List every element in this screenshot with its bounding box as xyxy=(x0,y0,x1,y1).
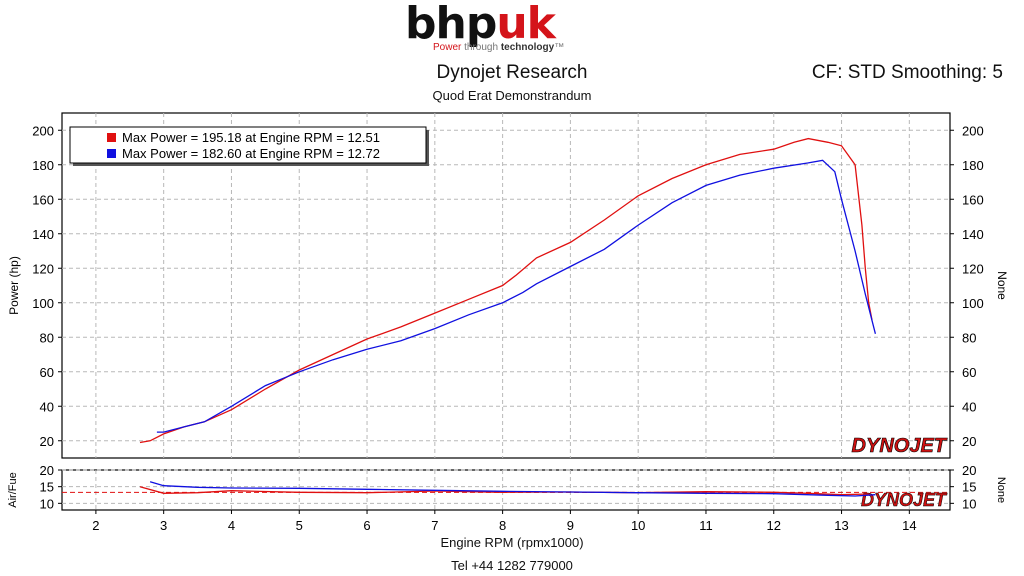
af-tick-label-right: 20 xyxy=(962,463,976,478)
x-tick-label: 4 xyxy=(228,518,235,533)
power-tick-label-right: 80 xyxy=(962,330,976,345)
x-tick-label: 6 xyxy=(363,518,370,533)
af-series-line-2 xyxy=(149,481,876,497)
x-tick-label: 2 xyxy=(92,518,99,533)
x-tick-label: 13 xyxy=(834,518,848,533)
af-tick-label-right: 10 xyxy=(962,496,976,511)
x-tick-label: 8 xyxy=(499,518,506,533)
x-tick-label: 3 xyxy=(160,518,167,533)
legend-box xyxy=(69,126,427,164)
chart-subtitle: Quod Erat Demonstrandum xyxy=(432,88,592,103)
legend-swatch-2 xyxy=(107,149,116,158)
power-tick-label-left: 120 xyxy=(32,261,54,276)
power-series-line-2 xyxy=(156,159,877,433)
af-tick-label-right: 15 xyxy=(962,480,976,495)
correction-factor-label: CF: STD Smoothing: 5 xyxy=(811,62,1003,83)
power-tick-label-left: 140 xyxy=(32,227,54,242)
power-tick-label-left: 20 xyxy=(40,434,54,449)
power-tick-label-right: 100 xyxy=(962,296,984,311)
x-tick-label: 10 xyxy=(631,518,645,533)
x-tick-label: 5 xyxy=(296,518,303,533)
power-tick-label-right: 160 xyxy=(962,192,984,207)
dynojet-watermark-small: DYNOJET xyxy=(861,490,948,510)
legend-swatch-1 xyxy=(107,133,116,142)
power-tick-label-right: 180 xyxy=(962,158,984,173)
chart-title: Dynojet Research xyxy=(436,62,588,83)
footer-phone: Tel +44 1282 779000 xyxy=(451,558,573,573)
power-tick-label-right: 140 xyxy=(962,227,984,242)
bhpuk-logo: bhpuk Power through technology™ xyxy=(405,0,625,56)
power-tick-label-right: 20 xyxy=(962,434,976,449)
power-plot-frame xyxy=(61,112,951,459)
power-y-axis-label: Power (hp) xyxy=(7,256,21,315)
x-tick-label: 14 xyxy=(902,518,916,533)
power-tick-label-right: 40 xyxy=(962,399,976,414)
power-tick-label-left: 180 xyxy=(32,158,54,173)
x-tick-label: 11 xyxy=(699,518,713,533)
af-tick-label-left: 10 xyxy=(40,496,54,511)
af-series-line-1 xyxy=(139,486,869,496)
x-tick-label: 9 xyxy=(567,518,574,533)
logo-tagline: Power through technology™ xyxy=(433,42,565,53)
power-tick-label-left: 160 xyxy=(32,192,54,207)
af-tick-label-left: 20 xyxy=(40,463,54,478)
logo-wordmark: bhpuk xyxy=(405,0,556,49)
power-tick-label-left: 40 xyxy=(40,399,54,414)
legend-entry-2: Max Power = 182.60 at Engine RPM = 12.72 xyxy=(122,146,380,161)
power-series-line-1 xyxy=(139,137,873,444)
af-y-axis-label-right: None xyxy=(995,477,1007,503)
x-tick-label: 7 xyxy=(431,518,438,533)
x-axis-label: Engine RPM (rpmx1000) xyxy=(440,535,584,550)
x-tick-label: 12 xyxy=(767,518,781,533)
power-tick-label-left: 80 xyxy=(40,330,54,345)
power-tick-label-right: 60 xyxy=(962,365,976,380)
legend-entry-1: Max Power = 195.18 at Engine RPM = 12.51 xyxy=(122,130,380,145)
power-tick-label-right: 200 xyxy=(962,123,984,138)
power-tick-label-left: 200 xyxy=(32,123,54,138)
power-tick-label-right: 120 xyxy=(962,261,984,276)
power-tick-label-left: 60 xyxy=(40,365,54,380)
af-y-axis-label: Air/Fue xyxy=(7,472,19,507)
power-plot: 20 20 40 40 60 60 80 80 100 100 120 120 140 140 160 160… xyxy=(7,112,1009,459)
power-y-axis-label-right: None xyxy=(995,271,1009,300)
dynojet-watermark: DYNOJET xyxy=(852,435,948,457)
af-tick-label-left: 15 xyxy=(40,480,54,495)
af-plot-frame xyxy=(61,469,951,511)
power-tick-label-left: 100 xyxy=(32,296,54,311)
